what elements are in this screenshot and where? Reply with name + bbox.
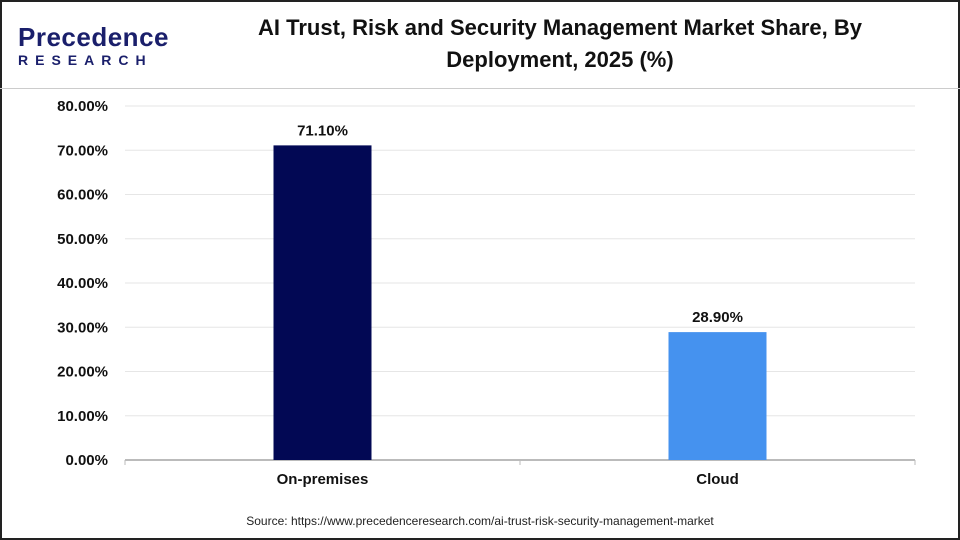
y-tick-label: 20.00% xyxy=(57,364,108,381)
y-tick-label: 50.00% xyxy=(57,231,108,248)
y-tick-label: 30.00% xyxy=(57,319,108,336)
data-label: 28.90% xyxy=(692,309,743,326)
logo-text: Precedence xyxy=(18,22,169,52)
data-label: 71.10% xyxy=(297,122,348,139)
logo-subtext: RESEARCH xyxy=(18,52,153,68)
logo: Precedence RESEARCH xyxy=(18,24,169,68)
x-tick-label: Cloud xyxy=(696,471,739,488)
bar-cloud xyxy=(668,332,767,460)
title-line-1: AI Trust, Risk and Security Management M… xyxy=(258,15,862,40)
title-line-2: Deployment, 2025 (%) xyxy=(446,47,674,72)
bar-on-premises xyxy=(273,145,372,460)
y-tick-label: 10.00% xyxy=(57,408,108,425)
chart-title: AI Trust, Risk and Security Management M… xyxy=(210,12,910,76)
y-tick-label: 70.00% xyxy=(57,142,108,159)
source-text: Source: https://www.precedenceresearch.c… xyxy=(246,514,714,528)
y-tick-label: 80.00% xyxy=(57,98,108,115)
x-tick-label: On-premises xyxy=(277,471,369,488)
y-tick-label: 0.00% xyxy=(65,452,108,469)
y-tick-label: 40.00% xyxy=(57,275,108,292)
header-divider xyxy=(0,88,960,89)
y-tick-label: 60.00% xyxy=(57,187,108,204)
